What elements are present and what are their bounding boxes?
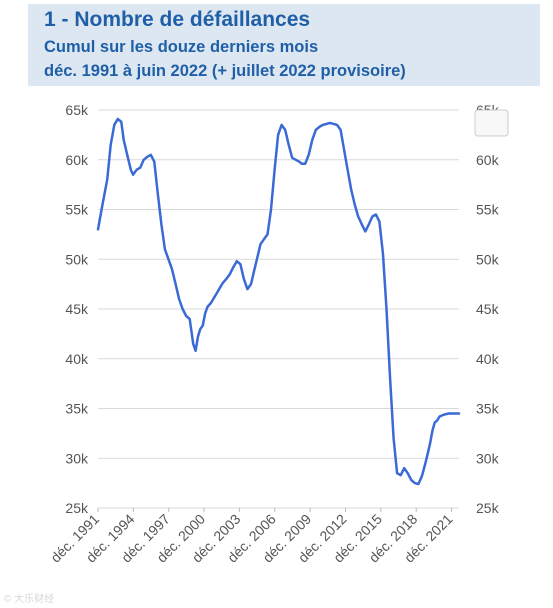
y-tick-label-left: 45k [65, 301, 89, 317]
y-tick-label-right: 30k [476, 450, 500, 466]
y-tick-label-right: 55k [476, 202, 500, 218]
y-tick-label-left: 65k [65, 102, 89, 118]
legend-box [474, 109, 509, 137]
y-tick-label-right: 45k [476, 301, 500, 317]
chart-subtitle-line2: déc. 1991 à juin 2022 (+ juillet 2022 pr… [44, 62, 406, 80]
watermark: © 大乐财经 [4, 594, 55, 605]
y-tick-label-left: 35k [65, 401, 89, 417]
series-line [96, 117, 461, 486]
y-tick-label-left: 50k [65, 251, 89, 267]
y-tick-label-left: 25k [65, 500, 89, 516]
y-tick-label-left: 60k [65, 152, 89, 168]
y-tick-label-right: 25k [476, 500, 500, 516]
y-tick-label-right: 60k [476, 152, 500, 168]
y-tick-label-right: 50k [476, 251, 500, 267]
y-tick-label-right: 35k [476, 401, 500, 417]
y-tick-label-left: 30k [65, 450, 89, 466]
chart-subtitle-line1: Cumul sur les douze derniers mois [44, 38, 319, 56]
chart-header: 1 - Nombre de défaillances Cumul sur les… [28, 4, 540, 86]
chart-title: 1 - Nombre de défaillances [44, 8, 311, 31]
y-tick-label-right: 40k [476, 351, 500, 367]
y-tick-label-left: 40k [65, 351, 89, 367]
y-tick-label-left: 55k [65, 202, 89, 218]
